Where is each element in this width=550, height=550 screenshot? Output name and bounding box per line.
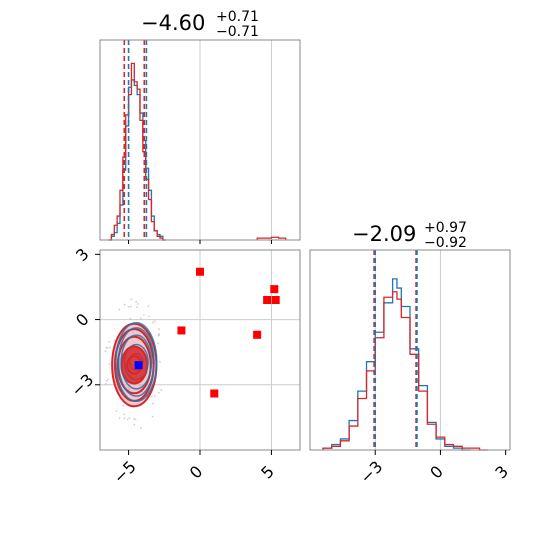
title-param-2-plus: +0.97 [424,220,467,236]
title-param-1: −4.60 +0.71 −0.71 [141,9,259,40]
scatter-sample-dot [159,360,161,363]
hist2-series-red [322,291,489,451]
scatter-sample-dot [160,388,163,391]
hist2-xtick-label-0: −3 [356,457,386,487]
scatter-sample-dot [115,410,118,413]
scatter-sample-dot [106,346,109,349]
scatter-ytick-label-1: 0 [72,310,93,331]
scatter-sample-dot [133,423,136,426]
scatter-red-marker-6 [210,389,219,398]
contour-blue-2 [120,334,153,390]
scatter-sample-dot [109,346,111,349]
scatter-sample-dot [127,305,130,308]
contour-blue-0 [115,322,158,402]
scatter-sample-dot [143,314,145,316]
scatter-sample-dot [134,418,137,421]
scatter-param-1-vs-2: −5 0 5 3 0 −3 [67,244,301,487]
scatter-sample-dot [157,391,160,394]
scatter-sample-dot [108,363,111,366]
scatter-sample-dot [153,320,156,323]
hist1-series-red [108,62,166,241]
histogram-param-1 [99,39,301,244]
hist2-xtick-label-2: 3 [491,462,512,483]
scatter-xtick-label-1: 0 [186,462,207,483]
scatter-sample-dot [150,395,153,398]
scatter-sample-dot [129,317,132,320]
scatter-sample-dot [135,300,138,303]
hist1-series-tail [256,236,287,240]
scatter-red-marker-2 [270,285,279,294]
title-param-2-value: −2.09 [352,222,416,246]
scatter-red-marker-3 [271,296,280,304]
title-param-2: −2.09 +0.97 −0.92 [352,220,467,251]
scatter-ytick-label-2: −3 [67,370,97,400]
scatter-sample-dot [140,317,142,320]
scatter-sample-dot [157,334,160,337]
scatter-sample-dot [123,303,126,306]
scatter-sample-dot [107,378,109,381]
scatter-sample-dot [151,321,154,324]
title-param-1-value: −4.60 [141,11,205,35]
scatter-sample-dot [108,340,111,343]
scatter-sample-dot [122,404,125,407]
scatter-red-marker-1 [263,296,272,304]
hist2-xtick-label-1: 0 [426,462,447,483]
scatter-sample-dot [123,417,126,420]
scatter-sample-dot [147,305,150,308]
scatter-sample-dot [105,346,108,349]
scatter-ytick-label-0: 3 [72,244,93,265]
scatter-sample-dot [136,306,138,309]
scatter-sample-dot [132,418,135,420]
title-param-1-minus: −0.71 [216,24,259,40]
title-param-1-plus: +0.71 [216,9,259,25]
scatter-sample-dot [128,416,131,419]
scatter-red-marker-4 [177,326,186,335]
scatter-sample-dot [126,418,129,421]
scatter-sample-dot [106,380,108,382]
scatter-sample-dot [105,382,107,385]
scatter-sample-dot [158,328,161,331]
scatter-red-marker-0 [196,267,204,276]
title-param-2-minus: −0.92 [424,235,467,251]
histogram-param-2: −3 0 3 [309,249,512,487]
scatter-red-marker-5 [253,330,262,339]
scatter-sample-dot [130,298,133,301]
scatter-sample-dot [157,342,159,345]
hist2-frame [309,249,511,451]
contour-blue-1 [117,327,155,397]
scatter-xtick-label-0: −5 [110,457,140,487]
contour-core [121,345,148,385]
scatter-blue-marker [134,361,143,370]
scatter-sample-dot [118,308,121,311]
scatter-sample-dot [151,415,154,418]
scatter-sample-dot [136,303,139,305]
scatter-sample-dot [148,315,150,318]
scatter-xtick-label-2: 5 [257,462,278,483]
scatter-sample-dot [158,332,161,335]
scatter-sample-dot [123,413,126,416]
scatter-sample-dot [104,350,107,353]
scatter-sample-dot [118,417,121,420]
scatter-sample-dot [153,394,156,397]
scatter-sample-dot [130,305,132,308]
scatter-sample-dot [151,402,154,405]
scatter-sample-dot [139,426,142,429]
hist2-series-blue [322,278,471,451]
